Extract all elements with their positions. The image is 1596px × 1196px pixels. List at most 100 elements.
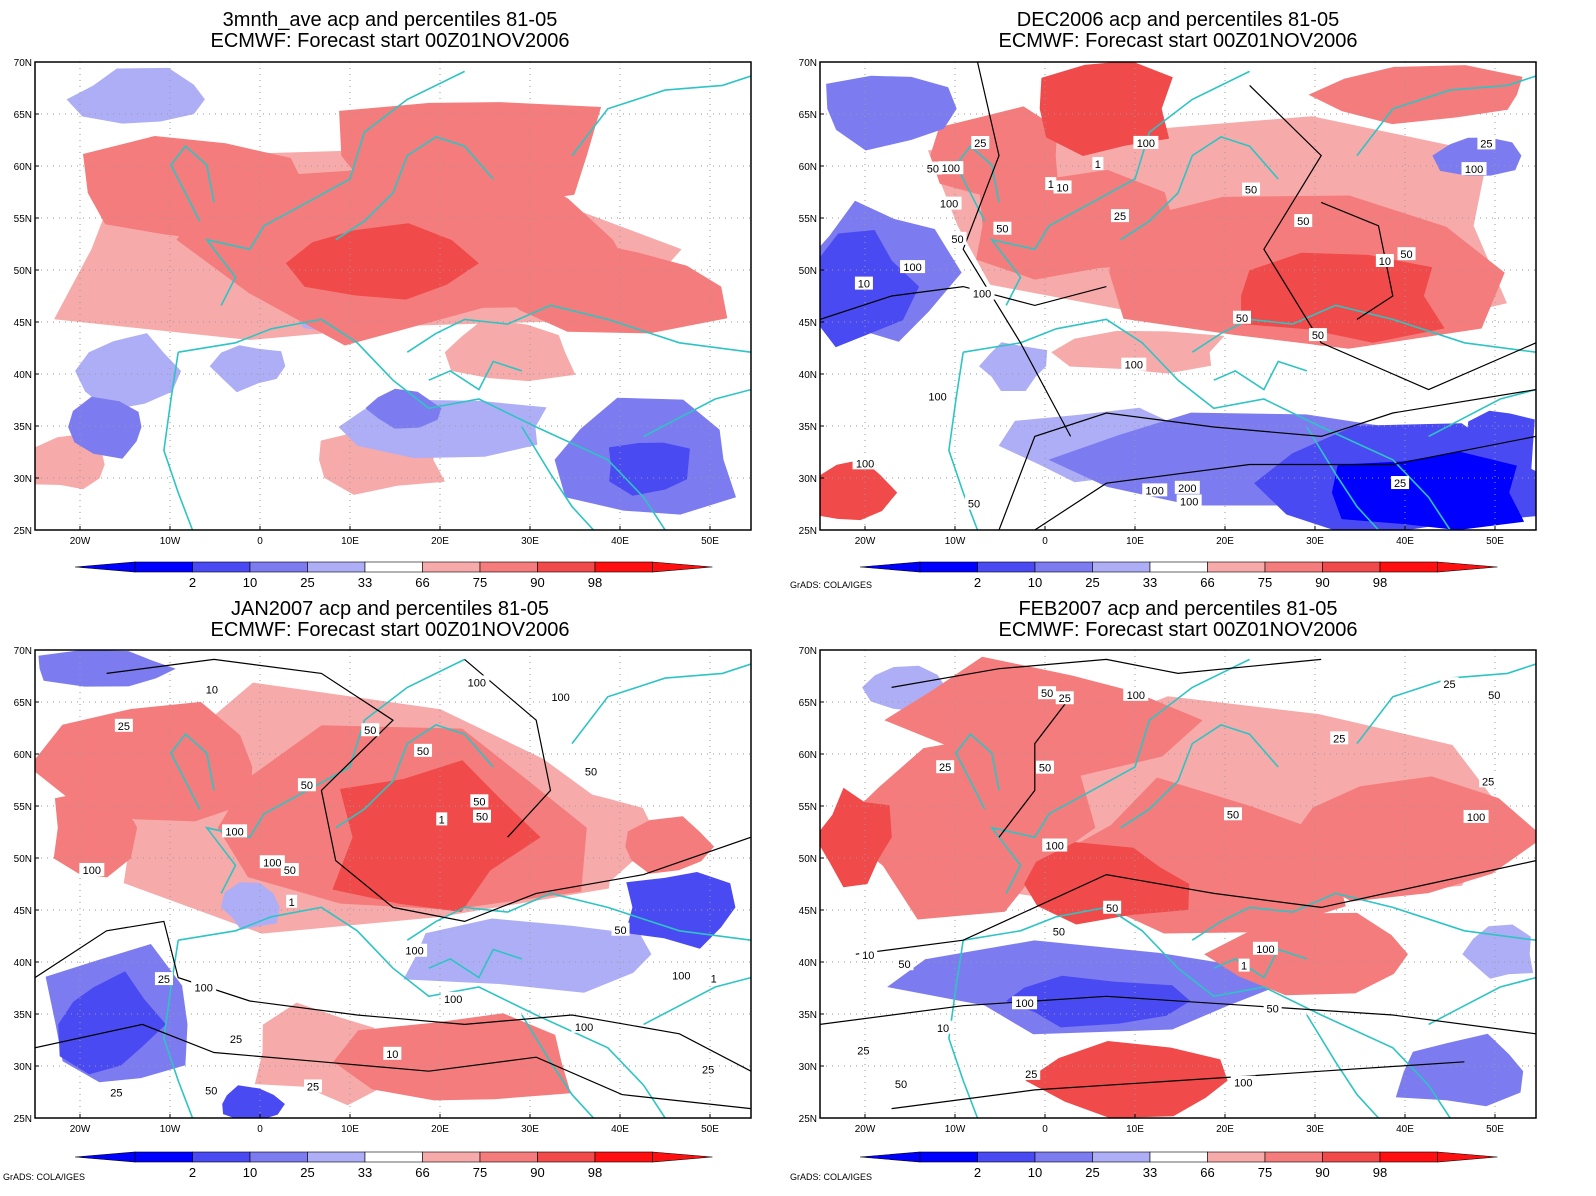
contour-label-bg <box>1477 136 1496 150</box>
contour-label-bg <box>1142 483 1168 497</box>
contour-label: 100 <box>1465 164 1483 176</box>
contour-label: 100 <box>856 458 874 470</box>
shade-region <box>625 872 736 949</box>
contour-label: 100 <box>83 865 101 877</box>
contour-label-bg <box>1022 1066 1041 1080</box>
colorbar-segment <box>919 561 978 573</box>
lon-tick-label: 20E <box>431 536 449 547</box>
colorbar-segment <box>192 1151 251 1163</box>
panel-title: DEC2006 acp and percentiles 81-05 <box>1017 9 1339 31</box>
lat-tick-label: 60N <box>14 750 32 761</box>
coastline <box>571 663 751 745</box>
lat-tick-label: 45N <box>799 318 817 329</box>
colorbar-label: 33 <box>358 575 372 590</box>
coastline <box>170 733 215 810</box>
contour-label-bg <box>1294 214 1313 228</box>
coastline <box>1213 360 1308 391</box>
colorbar-label: 66 <box>415 1165 429 1180</box>
contour-label: 10 <box>206 684 218 696</box>
panel-subtitle: ECMWF: Forecast start 00Z01NOV2006 <box>998 30 1357 52</box>
lat-tick-label: 25N <box>799 526 817 537</box>
colorbar-segment <box>1149 1151 1208 1163</box>
lon-tick-label: 10E <box>341 536 359 547</box>
colorbar-segment <box>422 1151 481 1163</box>
shade-region <box>75 333 181 411</box>
contour-label-bg <box>227 1032 246 1046</box>
colorbar-label: 2 <box>974 575 981 590</box>
coastline <box>335 136 494 241</box>
contour-label-bg <box>402 943 428 957</box>
lat-tick-label: 60N <box>14 162 32 173</box>
contour-label-bg <box>286 894 298 908</box>
contour-label-bg <box>1263 1001 1282 1015</box>
lat-tick-label: 45N <box>799 906 817 917</box>
colorbar-segment <box>192 561 251 573</box>
shade-region <box>493 236 728 334</box>
map-area: 1001005050501001002510050100501001001002… <box>35 650 751 1118</box>
contour-label: 50 <box>1106 903 1118 915</box>
contour-label: 25 <box>939 762 951 774</box>
contour-label-bg <box>1042 838 1068 852</box>
coastline <box>1356 75 1536 157</box>
contour-label-bg <box>1391 476 1410 490</box>
coastline <box>643 388 751 438</box>
contour-label-bg <box>1375 253 1394 267</box>
contour-label: 25 <box>158 974 170 986</box>
lat-tick-label: 70N <box>14 646 32 657</box>
contour-label-bg <box>964 496 983 510</box>
contour-label: 50 <box>585 767 597 779</box>
lon-tick-label: 10E <box>1126 1124 1144 1135</box>
colorbar-label: 33 <box>358 1165 372 1180</box>
contour-label: 100 <box>1146 485 1164 497</box>
shade-region <box>339 102 602 215</box>
colorbar-arrow-low <box>74 1151 136 1163</box>
colorbar-label: 10 <box>243 1165 257 1180</box>
contour-label: 100 <box>903 262 921 274</box>
contour-label: 25 <box>230 1034 242 1046</box>
lon-tick-label: 50E <box>701 1124 719 1135</box>
contour-line <box>1249 84 1536 391</box>
contour-label: 25 <box>974 138 986 150</box>
colorbar-label: 2 <box>974 1165 981 1180</box>
shade-region <box>1051 330 1225 374</box>
contour-label-bg <box>361 723 380 737</box>
colorbar-label: 90 <box>1315 1165 1329 1180</box>
coastline <box>406 892 751 941</box>
contour-label: 50 <box>205 1086 217 1098</box>
contour-line <box>464 658 552 838</box>
lat-tick-label: 55N <box>14 214 32 225</box>
contour-label: 100 <box>575 1022 593 1034</box>
contour-label-bg <box>1397 247 1416 261</box>
lon-tick-label: 10W <box>945 536 966 547</box>
contour-label: 100 <box>1127 690 1145 702</box>
contour-label-bg <box>202 1083 221 1097</box>
contour-label: 25 <box>1059 693 1071 705</box>
contour-line <box>1034 435 1536 530</box>
lon-tick-label: 10W <box>160 536 181 547</box>
shade-region <box>820 459 898 521</box>
lat-tick-label: 55N <box>799 802 817 813</box>
contour-label-bg <box>259 855 285 869</box>
contour-label-bg <box>1133 135 1159 149</box>
colorbar-segment <box>977 1151 1036 1163</box>
lat-tick-label: 30N <box>799 474 817 485</box>
contour-label: 25 <box>1114 211 1126 223</box>
panel-subtitle: ECMWF: Forecast start 00Z01NOV2006 <box>998 619 1357 641</box>
colorbar-label: 25 <box>300 575 314 590</box>
colorbar: 2 10 25 33 66 75 90 98 <box>74 1151 713 1180</box>
contour-line <box>962 62 1072 437</box>
contour-label-bg <box>1308 328 1327 342</box>
contour-label-bg <box>470 794 489 808</box>
colorbar-segment <box>1379 561 1438 573</box>
contour-label: 50 <box>898 959 910 971</box>
contour-line <box>35 1023 751 1110</box>
map-frame <box>819 61 1537 531</box>
lat-tick-label: 60N <box>799 162 817 173</box>
colorbar-segment <box>594 561 653 573</box>
coastline <box>989 70 1250 306</box>
colorbar-arrow-low <box>859 561 921 573</box>
contour-label: 50 <box>927 164 939 176</box>
contour-label: 1 <box>1095 159 1101 171</box>
contour-label-bg <box>436 812 448 826</box>
